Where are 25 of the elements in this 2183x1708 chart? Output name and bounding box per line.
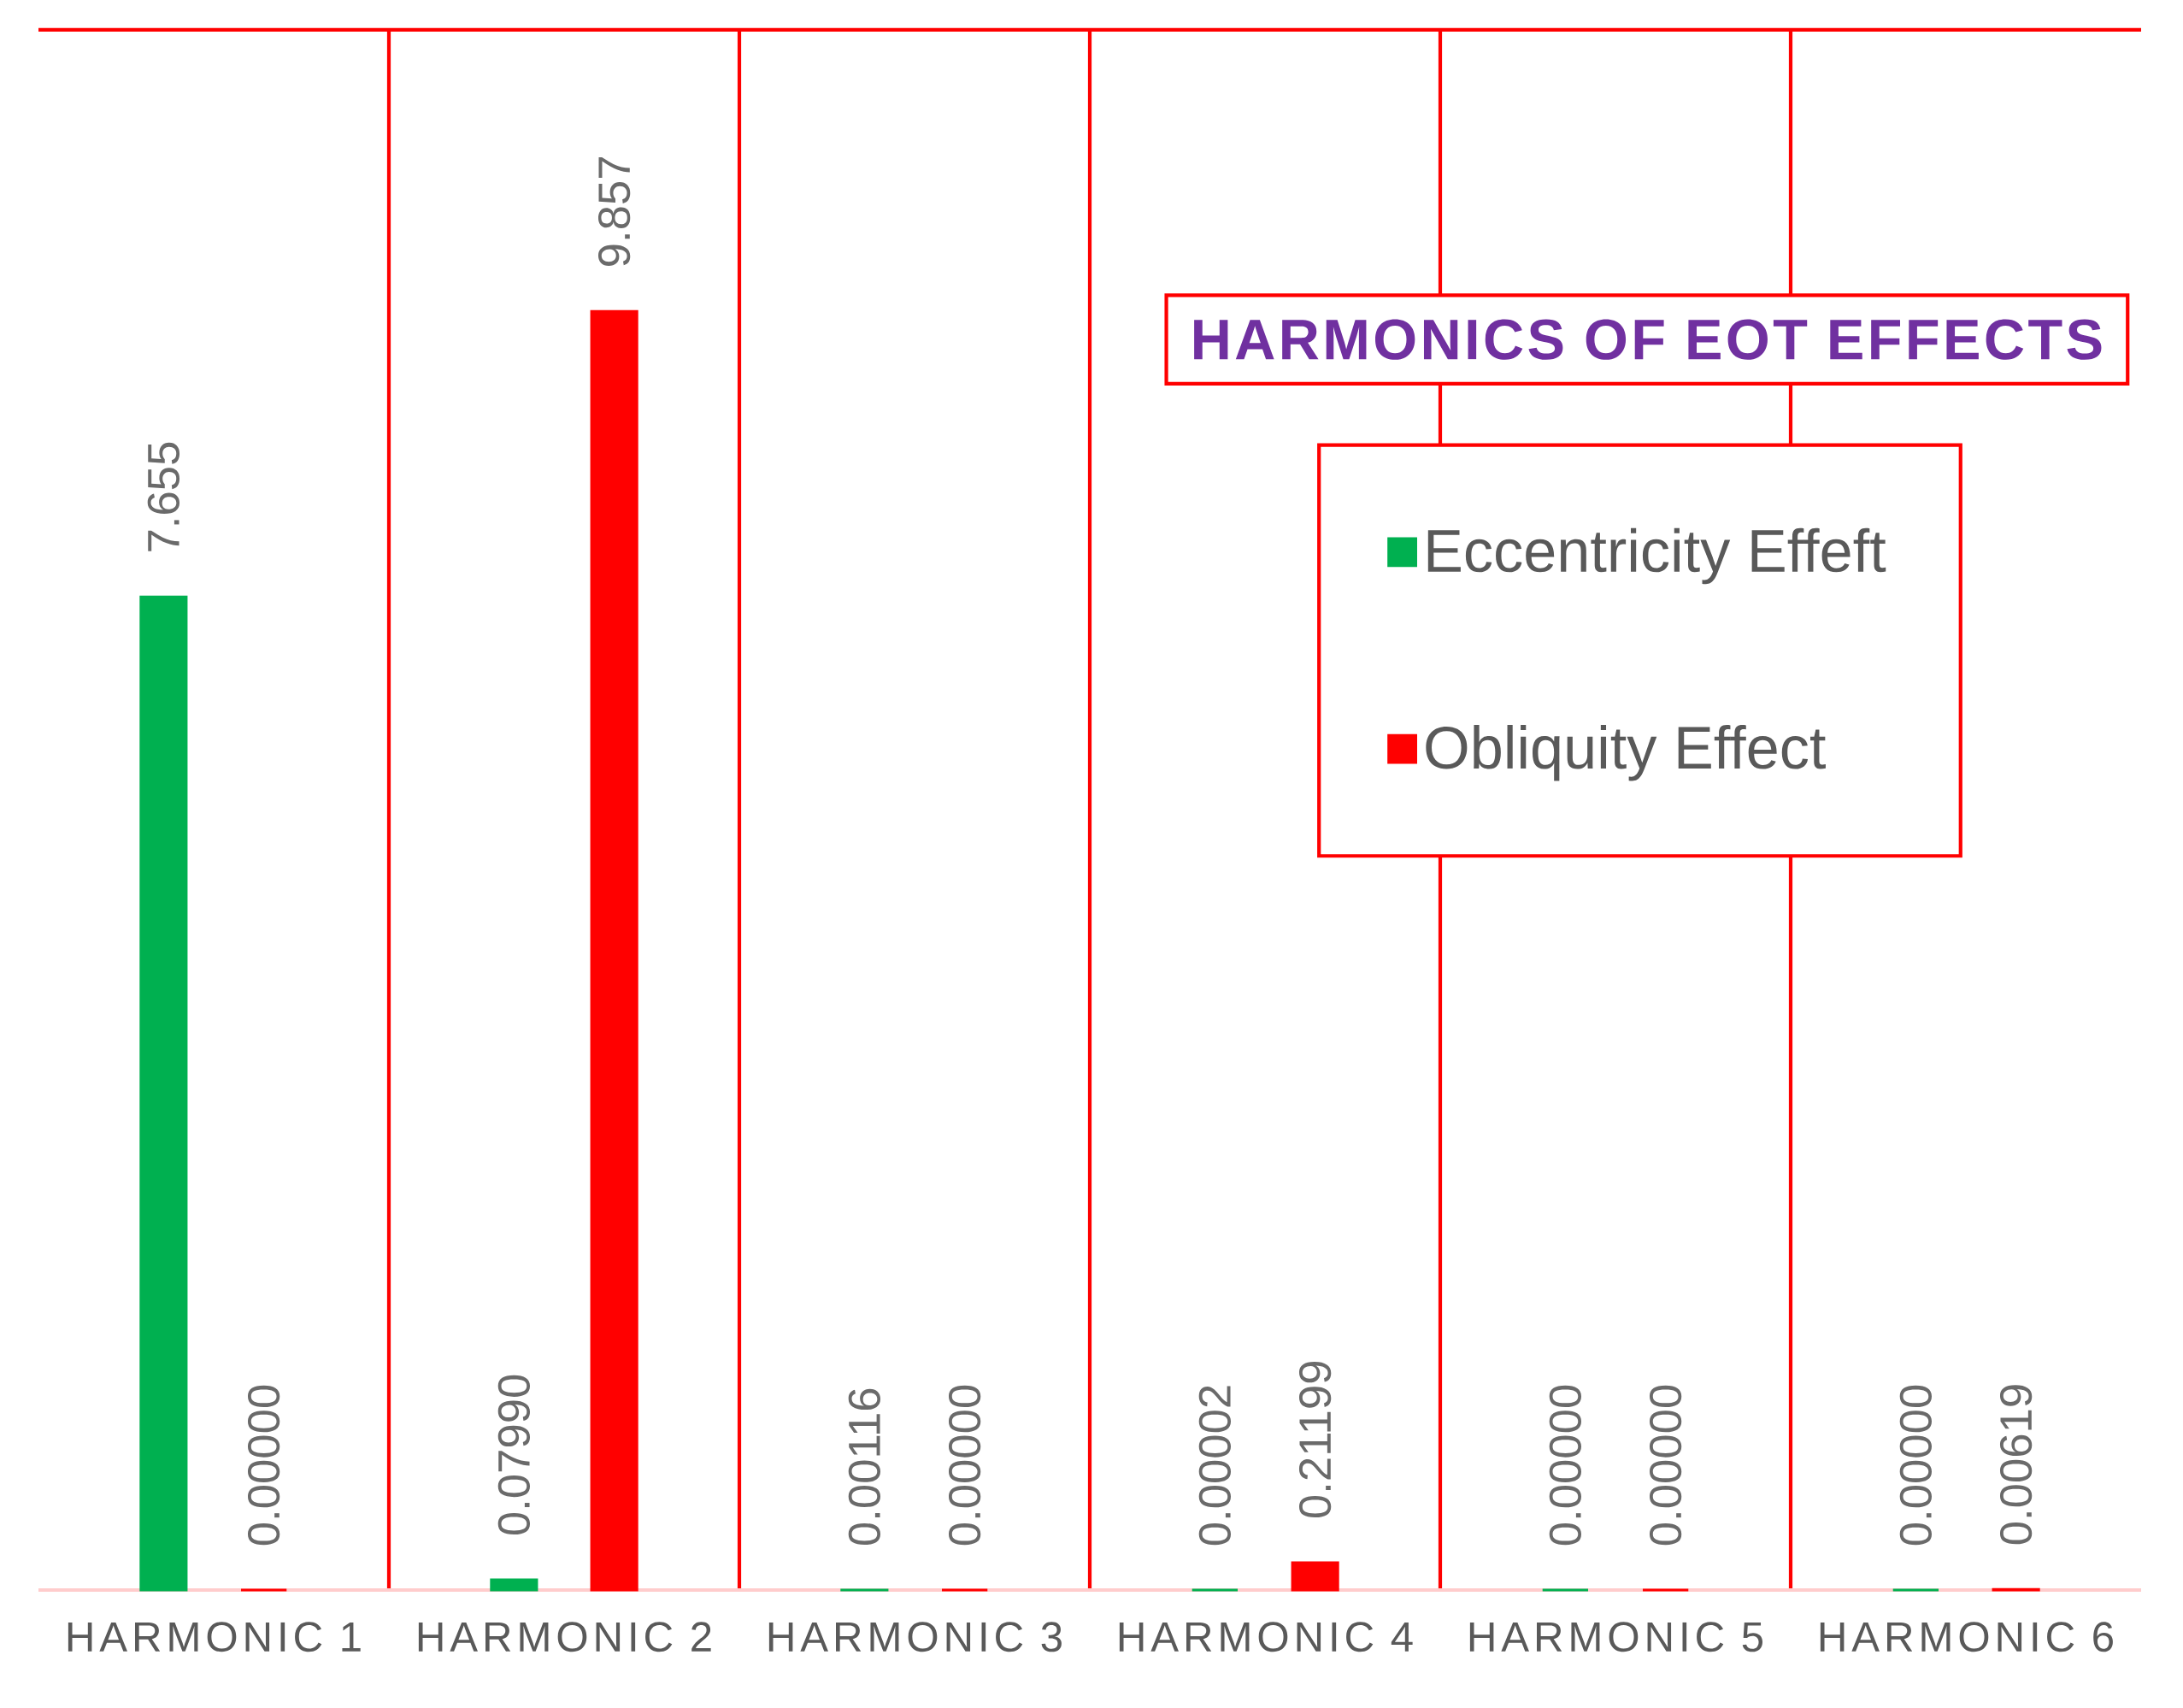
x-tick-label: HARMONIC 2 — [418, 1622, 711, 1652]
data-label: 0.07990 — [497, 1375, 531, 1535]
data-label: 0.00000 — [948, 1385, 981, 1546]
data-label: 0.00116 — [848, 1388, 881, 1546]
data-label: 0.00000 — [1649, 1385, 1682, 1546]
x-tick-label: HARMONIC 6 — [1820, 1622, 2113, 1652]
bar — [1291, 1561, 1339, 1592]
legend-label: Eccentricity Effeft — [1427, 527, 1886, 585]
data-label: 0.00000 — [247, 1385, 280, 1546]
x-tick-label: HARMONIC 5 — [1469, 1622, 1763, 1652]
data-label: 0.21199 — [1298, 1362, 1332, 1518]
legend-label: Obliquity Effect — [1426, 725, 1826, 781]
x-tick-label: HARMONIC 4 — [1119, 1622, 1413, 1652]
data-label: 7.655 — [147, 442, 180, 551]
data-label: 0.00619 — [1999, 1385, 2033, 1545]
x-tick-label: HARMONIC 3 — [768, 1622, 1062, 1652]
chart-title: HARMONICS OF EOT EFFECTS — [1194, 319, 2102, 360]
data-label: 0.00002 — [1198, 1386, 1232, 1546]
bar — [490, 1578, 538, 1592]
bar — [139, 595, 188, 1592]
data-label: 0.00000 — [1899, 1385, 1933, 1546]
bar — [590, 309, 638, 1592]
data-label: 0.00000 — [1549, 1385, 1582, 1546]
x-tick-label: HARMONIC 1 — [68, 1622, 361, 1652]
data-label: 9.857 — [597, 157, 631, 266]
